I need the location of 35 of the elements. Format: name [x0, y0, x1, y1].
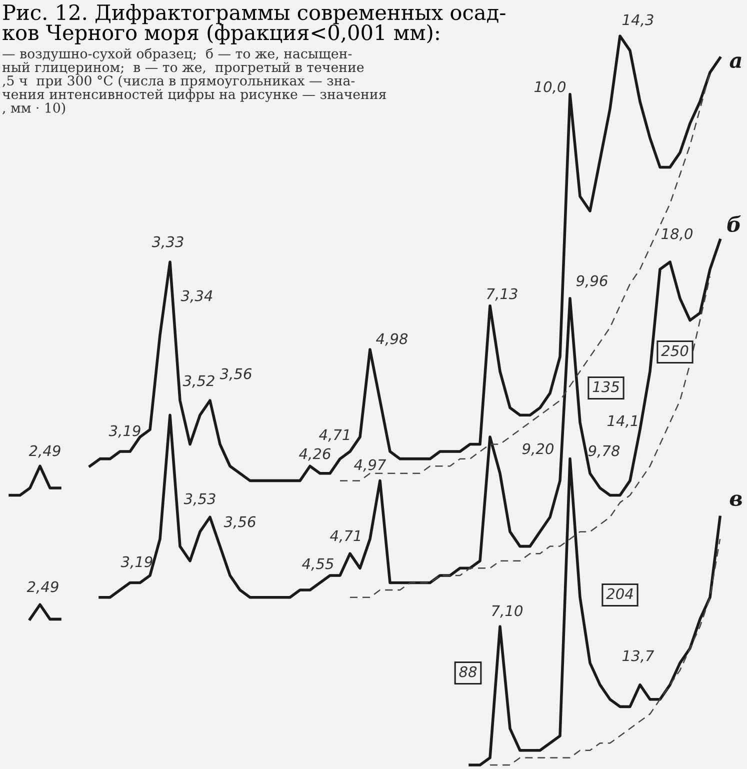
annotation: 4,71 [319, 429, 350, 442]
annotation: 2,49 [26, 581, 58, 594]
series-label: а [730, 56, 742, 68]
chart-title: Рис. 12. Дифрактограммы современных осад- ков Черного моря (фракция<0,001 мм): [2, 4, 506, 44]
annotation: 9,96 [576, 275, 608, 288]
text: — воздушно-сухой образец; б — то же, насыщен- ный глицерином; в — то же, прогретый в течение ,5 ч при 300 °C (числа в прямоугольниках — зна- чения интенсивностей цифры на рисунке — значения , мм · 10) [2, 48, 386, 115]
annotation: 4,71 [330, 530, 360, 543]
annotation: 9,20 [522, 443, 554, 456]
annotation: 3,19 [120, 556, 152, 569]
series-label: в [730, 494, 742, 506]
annotation: 88 [459, 666, 477, 678]
annotation: 2,49 [28, 445, 60, 458]
annotation: 250 [661, 345, 688, 356]
annotation: 3,19 [108, 425, 140, 438]
annotation: 4,97 [354, 459, 386, 472]
annotation: 3,52 [182, 375, 214, 388]
annotation: 135 [592, 381, 620, 392]
annotation: 9,78 [588, 445, 620, 458]
annotation: 3,53 [184, 493, 216, 506]
annotation: 4,55 [302, 558, 334, 571]
annotation: 3,56 [224, 516, 256, 529]
annotation: 4,98 [376, 333, 408, 346]
annotation: 7,13 [487, 288, 518, 301]
annotation: 7,10 [492, 605, 522, 618]
series-label: б [727, 215, 741, 232]
annotation: 4,26 [299, 448, 331, 461]
annotation: 3,56 [220, 368, 252, 381]
annotation: 13,7 [622, 650, 654, 663]
annotation: 3,34 [180, 290, 212, 303]
annotation: 204 [606, 588, 633, 600]
annotation: 3,33 [152, 236, 184, 249]
annotation: 10,0 [534, 81, 566, 94]
annotation: 18,0 [661, 228, 692, 241]
text: 14,3 [622, 14, 654, 27]
annotation: 14,1 [607, 415, 638, 428]
